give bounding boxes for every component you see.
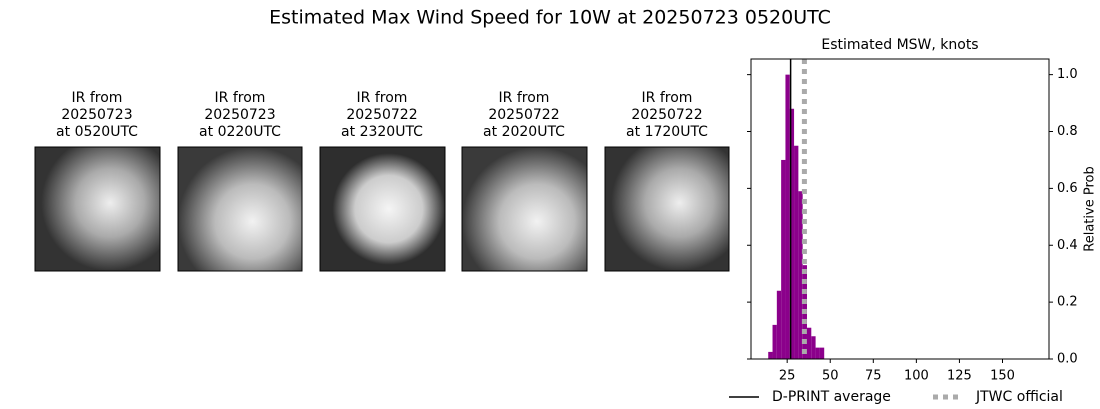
bar (776, 290, 782, 359)
panel-title: IR from (215, 90, 266, 106)
x-tick-label: 125 (947, 369, 972, 384)
ir-image (34, 146, 161, 272)
y-tick-label: 0.8 (1057, 124, 1078, 139)
panel-title: 20250723 (61, 107, 132, 123)
chart-title: Estimated MSW, knots (821, 37, 978, 53)
bar (768, 351, 773, 359)
bar (798, 191, 803, 359)
legend-label: JTWC official (975, 389, 1063, 405)
panel-title: at 0520UTC (56, 124, 138, 140)
panel-title: at 2020UTC (483, 124, 565, 140)
panel-title: 20250722 (488, 107, 559, 123)
bar (815, 347, 820, 359)
bar (785, 74, 790, 360)
panel-title: 20250722 (631, 107, 702, 123)
bar (806, 327, 812, 359)
y-tick-label: 0.6 (1057, 181, 1078, 196)
panel-title: at 1720UTC (626, 124, 708, 140)
panel-title: IR from (72, 90, 123, 106)
figure-title: Estimated Max Wind Speed for 10W at 2025… (269, 7, 831, 29)
x-tick-label: 50 (822, 369, 839, 384)
ir-image (177, 146, 303, 272)
panel-title: 20250722 (346, 107, 417, 123)
panel-title: IR from (357, 90, 408, 106)
y-axis-label: Relative Prob (1083, 166, 1098, 251)
legend-label: D-PRINT average (772, 389, 891, 405)
x-tick-label: 100 (904, 369, 929, 384)
bar (789, 108, 795, 359)
panel-title: IR from (642, 90, 693, 106)
y-tick-label: 0.0 (1057, 352, 1078, 367)
ir-image (319, 146, 446, 272)
bar (781, 159, 786, 359)
x-tick-label: 150 (990, 369, 1015, 384)
panel-title: 20250723 (204, 107, 275, 123)
x-tick-label: 25 (779, 369, 796, 384)
bar (772, 324, 777, 359)
ir-image (461, 146, 588, 272)
bar (794, 145, 799, 359)
bar (811, 336, 816, 359)
y-tick-label: 0.2 (1057, 295, 1078, 310)
panel-title: at 2320UTC (341, 124, 423, 140)
x-tick-label: 75 (865, 369, 882, 384)
panel-title: IR from (499, 90, 550, 106)
ir-image (604, 146, 730, 272)
panel-title: at 0220UTC (199, 124, 281, 140)
plot-frame (750, 58, 1050, 360)
bar (819, 347, 825, 359)
y-tick-label: 1.0 (1057, 67, 1078, 82)
y-tick-label: 0.4 (1057, 238, 1078, 253)
